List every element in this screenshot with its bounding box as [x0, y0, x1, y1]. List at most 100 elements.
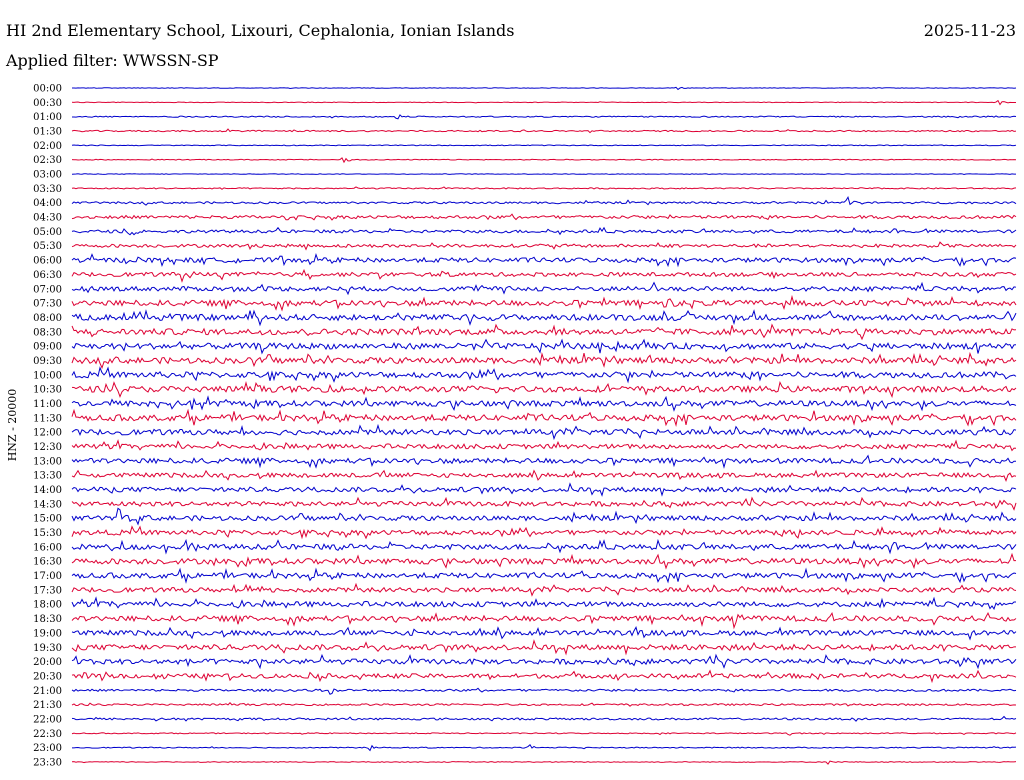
trace-row-0730: [71, 294, 1017, 312]
trace-row-1800: [71, 596, 1017, 611]
trace-row-0100: [71, 114, 1017, 120]
trace-row-1630: [71, 552, 1017, 570]
tick-label-group: 00:00 00:30 01:00 01:30 02:00 02:30 03:00 03:30…: [33, 84, 62, 769]
tick-label: 16:30: [33, 557, 62, 568]
tick-label: 20:30: [33, 671, 62, 682]
trace-row-1430: [71, 496, 1017, 511]
trace-row-0130: [71, 128, 1017, 134]
trace-row-1000: [71, 366, 1017, 384]
tick-label: 15:00: [33, 514, 62, 525]
tick-label: 15:30: [33, 528, 62, 539]
tick-label: 09:00: [33, 342, 62, 353]
trace-row-2130: [71, 702, 1017, 707]
tick-label: 18:30: [33, 614, 62, 625]
tick-label: 14:30: [33, 499, 62, 510]
tick-label: 08:00: [33, 313, 62, 324]
tick-label: 19:00: [33, 628, 62, 639]
tick-label: 03:00: [33, 170, 62, 181]
trace-group: [71, 86, 1017, 765]
tick-label: 02:30: [33, 155, 62, 166]
tick-label: 18:00: [33, 600, 62, 611]
tick-label: 07:30: [33, 299, 62, 310]
trace-row-1130: [71, 408, 1017, 427]
tick-label: 11:00: [33, 399, 62, 410]
trace-row-1730: [71, 582, 1017, 597]
tick-label: 05:00: [33, 227, 62, 238]
trace-row-1900: [71, 626, 1017, 641]
trace-row-0300: [71, 173, 1016, 175]
tick-label: 22:30: [33, 729, 62, 740]
trace-row-2030: [71, 669, 1017, 684]
trace-row-0830: [71, 323, 1017, 341]
tick-label: 06:00: [33, 256, 62, 267]
trace-row-2230: [71, 732, 1017, 736]
trace-row-1700: [71, 567, 1017, 584]
trace-row-1330: [71, 469, 1017, 482]
trace-row-1400: [71, 482, 1017, 497]
trace-row-0230: [71, 157, 1017, 164]
tick-label: 04:00: [33, 198, 62, 209]
trace-row-1500: [71, 507, 1017, 526]
trace-row-0200: [71, 144, 1017, 147]
channel-label: HNZ - 20000: [6, 389, 19, 462]
tick-label: 21:30: [33, 700, 62, 711]
trace-row-2100: [71, 687, 1017, 695]
tick-label: 09:30: [33, 356, 62, 367]
trace-row-1030: [71, 380, 1017, 398]
trace-row-0500: [71, 226, 1017, 236]
tick-label: 16:00: [33, 542, 62, 553]
trace-row-1100: [71, 395, 1017, 412]
trace-row-0400: [71, 196, 1017, 206]
station-title: HI 2nd Elementary School, Lixouri, Cepha…: [6, 21, 514, 40]
trace-row-2200: [71, 715, 1017, 722]
trace-row-0000: [72, 86, 1017, 91]
tick-label: 02:00: [33, 141, 62, 152]
tick-label: 12:00: [33, 428, 62, 439]
tick-label: 00:30: [33, 98, 62, 109]
tick-label: 17:00: [33, 571, 62, 582]
trace-row-1600: [71, 538, 1017, 555]
trace-row-2000: [71, 653, 1017, 670]
filter-label: Applied filter: WWSSN-SP: [5, 51, 219, 70]
trace-row-0030: [71, 99, 1017, 106]
trace-row-0900: [71, 338, 1017, 355]
tick-label: 13:00: [33, 456, 62, 467]
tick-label: 04:30: [33, 213, 62, 224]
tick-label: 20:00: [33, 657, 62, 668]
tick-label: 08:30: [33, 327, 62, 338]
tick-label: 13:30: [33, 471, 62, 482]
trace-row-0700: [71, 281, 1017, 296]
tick-label: 23:30: [33, 757, 62, 768]
trace-row-0930: [71, 351, 1017, 370]
tick-label: 01:30: [33, 127, 62, 138]
trace-row-1930: [71, 639, 1017, 656]
tick-label: 06:30: [33, 270, 62, 281]
tick-label: 10:00: [33, 370, 62, 381]
tick-label: 12:30: [33, 442, 62, 453]
tick-label: 19:30: [33, 643, 62, 654]
trace-row-0430: [71, 213, 1017, 221]
trace-row-2330: [71, 760, 1017, 765]
tick-label: 05:30: [33, 241, 62, 252]
trace-row-2300: [71, 743, 1017, 752]
tick-label: 01:00: [33, 112, 62, 123]
tick-label: 23:00: [33, 743, 62, 754]
date-label: 2025-11-23: [924, 21, 1016, 40]
tick-label: 10:30: [33, 385, 62, 396]
trace-row-1530: [71, 525, 1017, 540]
tick-label: 03:30: [33, 184, 62, 195]
trace-row-1300: [71, 454, 1017, 469]
tick-label: 07:00: [33, 284, 62, 295]
tick-label: 22:00: [33, 714, 62, 725]
tick-label: 17:30: [33, 585, 62, 596]
tick-label: 00:00: [33, 84, 62, 95]
trace-row-0800: [71, 309, 1017, 327]
tick-label: 21:00: [33, 686, 62, 697]
trace-row-0530: [71, 241, 1017, 251]
trace-row-0330: [71, 186, 1017, 190]
trace-row-1230: [71, 439, 1017, 452]
tick-label: 11:30: [33, 413, 62, 424]
trace-row-0600: [71, 252, 1017, 268]
trace-row-1830: [71, 612, 1017, 630]
